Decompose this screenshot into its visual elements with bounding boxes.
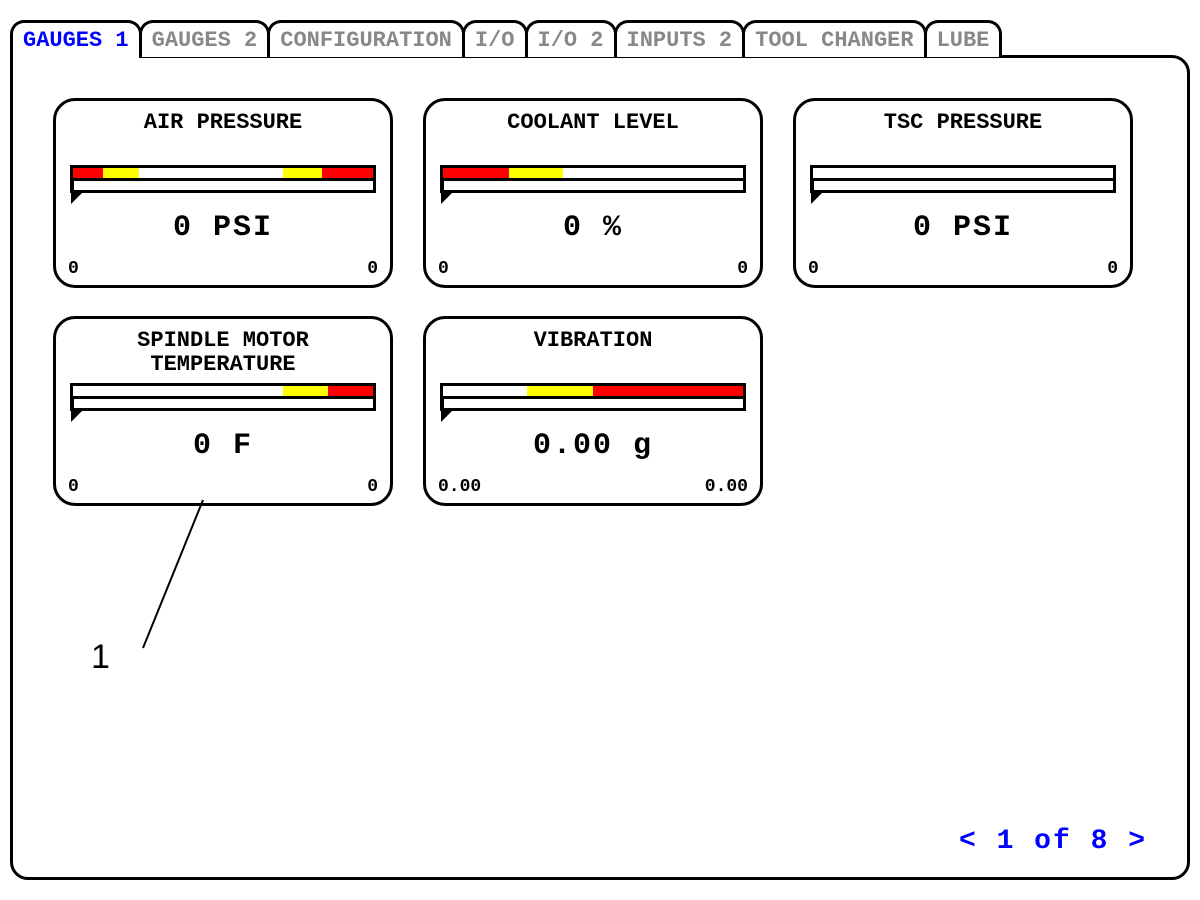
gauge-title: VIBRATION	[440, 329, 746, 377]
gauge-min: 0	[808, 259, 819, 279]
gauge-segment	[103, 168, 139, 178]
gauge-segment	[328, 386, 373, 396]
gauge-value: 0 %	[440, 211, 746, 245]
gauge-segment	[322, 168, 373, 178]
gauge-bar	[440, 165, 746, 193]
gauge-segment	[527, 386, 593, 396]
screen: GAUGES 1GAUGES 2CONFIGURATIONI/OI/O 2INP…	[0, 0, 1200, 900]
gauge-coolant-level: COOLANT LEVEL 0 % 0 0	[423, 98, 763, 288]
gauge-segment	[443, 168, 509, 178]
gauge-segment	[283, 386, 328, 396]
gauge-pointer	[71, 408, 85, 422]
tab-i-o-2[interactable]: I/O 2	[525, 20, 617, 57]
gauge-max: 0.00	[705, 477, 748, 497]
gauge-segment	[593, 386, 743, 396]
gauge-title: TSC PRESSURE	[810, 111, 1116, 159]
tab-lube[interactable]: LUBE	[924, 20, 1003, 57]
gauge-pointer	[441, 408, 455, 422]
gauge-vibration: VIBRATION 0.00 g 0.00 0.00	[423, 316, 763, 506]
gauge-min: 0.00	[438, 477, 481, 497]
gauge-value: 0 F	[70, 429, 376, 463]
callout-label: 1	[91, 638, 110, 677]
gauge-max: 0	[367, 477, 378, 497]
tab-configuration[interactable]: CONFIGURATION	[267, 20, 465, 57]
gauge-title: SPINDLE MOTOR TEMPERATURE	[70, 329, 376, 377]
gauge-max: 0	[1107, 259, 1118, 279]
gauge-pointer	[71, 190, 85, 204]
gauge-segment	[73, 168, 103, 178]
gauge-bar	[440, 383, 746, 411]
gauge-bar	[810, 165, 1116, 193]
gauge-value: 0 PSI	[70, 211, 376, 245]
tab-gauges-2[interactable]: GAUGES 2	[139, 20, 271, 57]
gauge-min: 0	[68, 259, 79, 279]
gauge-value: 0 PSI	[810, 211, 1116, 245]
tab-tool-changer[interactable]: TOOL CHANGER	[742, 20, 926, 57]
gauge-spindle-motor-temperature: SPINDLE MOTOR TEMPERATURE 0 F 0 0	[53, 316, 393, 506]
tab-bar: GAUGES 1GAUGES 2CONFIGURATIONI/OI/O 2INP…	[10, 20, 999, 57]
tab-inputs-2[interactable]: INPUTS 2	[614, 20, 746, 57]
content-panel: AIR PRESSURE0 PSI00COOLANT LEVEL0 %00TSC…	[10, 55, 1190, 880]
gauge-title: AIR PRESSURE	[70, 111, 376, 159]
pager[interactable]: < 1 of 8 >	[959, 826, 1147, 857]
gauges-grid: AIR PRESSURE0 PSI00COOLANT LEVEL0 %00TSC…	[53, 98, 1133, 506]
tab-gauges-1[interactable]: GAUGES 1	[10, 20, 142, 57]
gauge-max: 0	[367, 259, 378, 279]
gauge-max: 0	[737, 259, 748, 279]
gauge-pointer	[441, 190, 455, 204]
gauge-air-pressure: AIR PRESSURE 0 PSI 0 0	[53, 98, 393, 288]
gauge-segment	[283, 168, 322, 178]
gauge-bar	[70, 165, 376, 193]
gauge-segment	[509, 168, 563, 178]
gauge-value: 0.00 g	[440, 429, 746, 463]
gauge-pointer	[811, 190, 825, 204]
gauge-min: 0	[68, 477, 79, 497]
gauge-bar	[70, 383, 376, 411]
callout-line	[143, 500, 203, 648]
gauge-tsc-pressure: TSC PRESSURE 0 PSI 0 0	[793, 98, 1133, 288]
gauge-title: COOLANT LEVEL	[440, 111, 746, 159]
tab-i-o[interactable]: I/O	[462, 20, 528, 57]
gauge-min: 0	[438, 259, 449, 279]
